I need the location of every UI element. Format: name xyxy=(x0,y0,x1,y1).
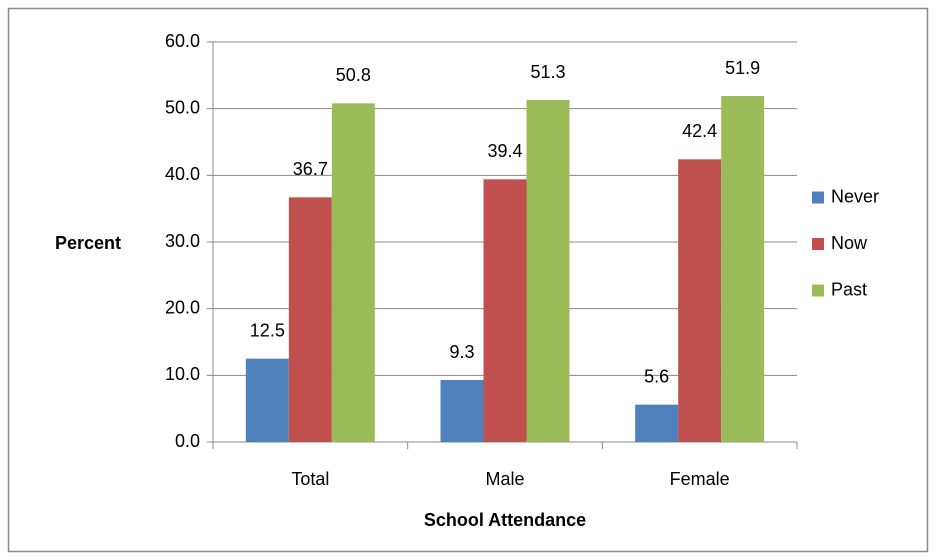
y-tick-label: 50.0 xyxy=(165,97,200,117)
bar xyxy=(635,404,679,442)
data-label: 42.4 xyxy=(682,121,717,141)
x-tick-label: Male xyxy=(485,469,524,489)
y-axis-label: Percent xyxy=(55,233,121,253)
data-label: 36.7 xyxy=(293,159,328,179)
y-tick-label: 40.0 xyxy=(165,164,200,184)
data-label: 51.9 xyxy=(725,58,760,78)
x-tick-label: Female xyxy=(670,469,730,489)
y-tick-label: 10.0 xyxy=(165,364,200,384)
bar xyxy=(721,96,765,442)
legend-swatch xyxy=(812,238,824,250)
data-label: 39.4 xyxy=(487,141,522,161)
y-tick-label: 60.0 xyxy=(165,31,200,51)
y-tick-label: 0.0 xyxy=(175,431,200,451)
data-label: 51.3 xyxy=(530,62,565,82)
legend-swatch xyxy=(812,191,824,204)
bar xyxy=(678,159,722,443)
data-label: 9.3 xyxy=(449,342,474,362)
y-tick-label: 20.0 xyxy=(165,297,200,317)
legend-label: Never xyxy=(831,186,879,206)
bar xyxy=(288,197,332,442)
legend-swatch xyxy=(812,284,824,297)
bar xyxy=(526,100,570,442)
x-tick-label: Total xyxy=(291,469,329,489)
bar xyxy=(483,179,527,443)
legend-label: Past xyxy=(831,279,867,299)
data-label: 5.6 xyxy=(644,366,669,386)
bar xyxy=(440,380,484,442)
chart-border xyxy=(7,7,929,553)
data-label: 50.8 xyxy=(336,65,371,85)
legend-label: Now xyxy=(831,233,868,253)
x-axis-label: School Attendance xyxy=(424,510,586,530)
data-label: 12.5 xyxy=(250,320,285,340)
bar xyxy=(331,103,375,442)
bar xyxy=(245,358,289,442)
y-tick-label: 30.0 xyxy=(165,231,200,251)
